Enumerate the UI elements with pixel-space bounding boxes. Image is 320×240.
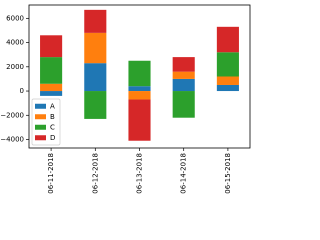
plot-frame	[28, 4, 251, 149]
legend-swatch	[35, 124, 46, 130]
y-tick-label: 0	[20, 87, 24, 95]
legend-label: B	[50, 113, 55, 121]
bar-segment	[84, 9, 107, 33]
bar-segment	[40, 35, 63, 58]
bar-segment	[40, 91, 63, 96]
bar-segment	[172, 71, 195, 79]
x-tick-label: 06-15-2018	[224, 153, 232, 194]
y-tick-label: 2000	[6, 63, 24, 71]
bar-segment	[216, 76, 239, 85]
bar-segment	[128, 60, 151, 87]
legend-label: D	[50, 134, 55, 142]
legend-label: A	[50, 102, 55, 110]
legend-swatch	[35, 114, 46, 120]
bar-segment	[172, 57, 195, 72]
bar-segment	[40, 83, 63, 92]
bar-segment	[172, 78, 195, 92]
y-tick-label: −2000	[0, 111, 24, 119]
bar-segment	[128, 99, 151, 141]
chart: −4000 −2000 0 2000 4000 6000 06-11-2018 06-12-2…	[0, 4, 251, 194]
y-tick-label: 6000	[6, 14, 24, 22]
bar-segment	[216, 26, 239, 53]
bar-segment	[128, 91, 151, 100]
legend-swatch	[35, 135, 46, 141]
x-tick-label: 06-12-2018	[91, 153, 99, 194]
legend-label: C	[50, 123, 55, 131]
legend-box	[31, 98, 61, 146]
bar-segment	[40, 57, 63, 84]
x-tick-label: 06-11-2018	[47, 153, 55, 194]
bar-segment	[172, 91, 195, 118]
x-tick-label: 06-13-2018	[136, 153, 144, 194]
bar-segment	[84, 32, 107, 64]
legend-swatch	[35, 103, 46, 109]
y-tick-label: −4000	[0, 136, 24, 144]
x-tick-label: 06-14-2018	[180, 153, 188, 194]
bar-segment	[216, 84, 239, 92]
bar-segment	[216, 52, 239, 77]
bar-segment	[128, 86, 151, 92]
bar-segment	[84, 91, 107, 119]
y-tick-label: 4000	[6, 39, 24, 47]
bar-segment	[84, 63, 107, 92]
